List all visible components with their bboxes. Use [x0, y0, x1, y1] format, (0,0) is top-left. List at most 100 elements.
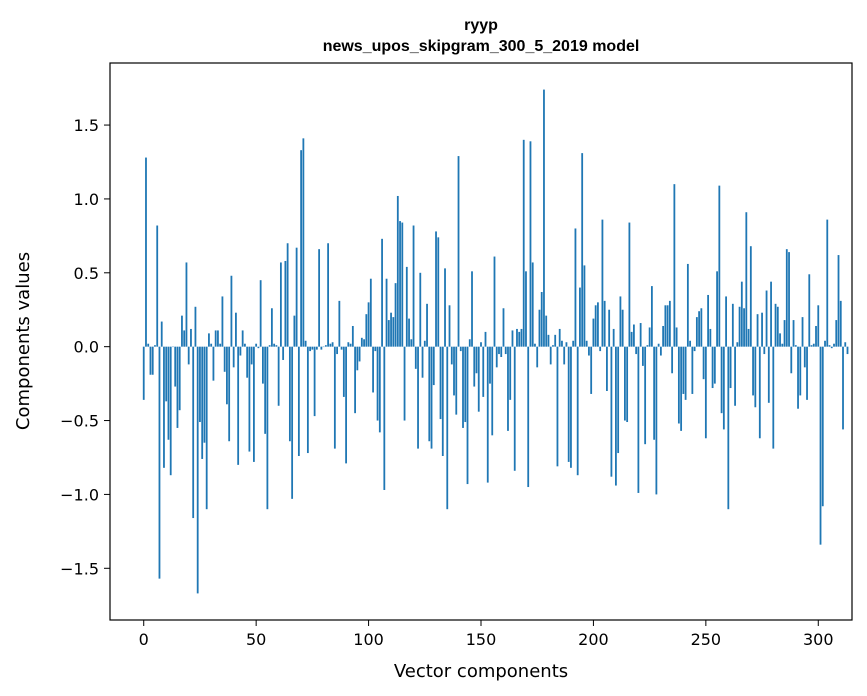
bar-42 [237, 346, 240, 465]
bar-177 [540, 292, 543, 347]
bar-119 [410, 339, 413, 347]
bar-127 [428, 346, 431, 442]
bar-109 [387, 320, 390, 347]
bar-36 [223, 346, 226, 372]
bar-289 [792, 320, 795, 347]
bar-232 [664, 305, 667, 347]
bar-236 [673, 184, 676, 347]
bar-122 [417, 346, 419, 449]
bar-58 [273, 343, 276, 347]
bar-182 [552, 345, 554, 347]
bar-290 [794, 345, 797, 347]
bar-235 [671, 346, 674, 374]
bar-54 [264, 346, 267, 434]
bar-153 [486, 346, 489, 483]
bar-186 [561, 340, 563, 347]
bar-113 [396, 195, 399, 347]
bar-107 [383, 346, 386, 490]
bar-301 [819, 346, 822, 545]
bar-211 [617, 346, 620, 454]
bar-57 [270, 308, 273, 347]
bar-263 [734, 346, 736, 406]
bar-287 [788, 252, 790, 347]
bar-22 [192, 346, 195, 519]
bar-21 [190, 328, 192, 347]
bar-72 [304, 340, 307, 347]
bar-33 [217, 330, 219, 347]
bar-123 [419, 272, 422, 347]
bar-227 [653, 346, 656, 440]
bar-90 [345, 346, 347, 464]
bar-65 [288, 346, 291, 442]
bar-295 [806, 346, 808, 400]
bar-310 [839, 300, 842, 347]
bar-223 [644, 346, 647, 445]
bar-309 [837, 255, 840, 347]
bar-197 [585, 340, 588, 347]
bar-24 [196, 346, 199, 594]
bar-2 [147, 343, 150, 347]
bar-199 [590, 346, 593, 394]
bar-222 [641, 346, 644, 366]
bar-230 [659, 346, 662, 356]
bar-146 [471, 271, 473, 347]
bar-85 [333, 346, 336, 449]
bar-97 [360, 337, 363, 347]
bar-0 [142, 346, 145, 400]
bar-40 [232, 346, 235, 368]
bar-274 [758, 346, 761, 439]
bar-56 [268, 345, 271, 347]
bar-292 [799, 346, 802, 396]
bar-247 [698, 311, 700, 347]
x-tick-label: 250 [691, 630, 722, 649]
bar-141 [459, 346, 462, 352]
bar-174 [534, 343, 536, 347]
bar-59 [275, 345, 278, 347]
bar-265 [738, 306, 741, 347]
bar-69 [297, 346, 300, 456]
bar-132 [439, 346, 442, 420]
plot-frame [109, 62, 853, 621]
bar-172 [529, 141, 532, 347]
bar-302 [821, 346, 824, 507]
bar-276 [763, 346, 766, 355]
bar-34 [219, 343, 222, 347]
bar-313 [846, 346, 849, 355]
bar-282 [776, 306, 779, 347]
bar-51 [257, 346, 260, 349]
bar-304 [826, 219, 829, 347]
bar-226 [650, 286, 653, 347]
bar-221 [639, 323, 642, 347]
bar-18 [183, 330, 186, 347]
bar-229 [657, 343, 660, 347]
bar-142 [462, 346, 464, 428]
bar-149 [477, 346, 480, 412]
x-tick-label: 100 [353, 630, 384, 649]
bar-8 [160, 321, 163, 347]
bar-112 [394, 283, 397, 347]
bar-270 [749, 246, 752, 347]
bar-253 [711, 346, 714, 389]
bar-5 [154, 345, 156, 347]
bar-170 [525, 271, 527, 347]
bar-180 [547, 334, 550, 347]
bar-210 [615, 346, 617, 486]
bar-262 [731, 303, 734, 347]
bar-91 [347, 342, 350, 347]
bar-273 [756, 314, 759, 347]
y-tick-label: −0.5 [60, 412, 99, 431]
bar-251 [707, 294, 709, 347]
bar-277 [765, 290, 768, 347]
bar-246 [695, 317, 698, 347]
bar-291 [797, 346, 799, 409]
bar-32 [214, 330, 217, 347]
bar-205 [603, 300, 606, 347]
bar-162 [507, 346, 509, 431]
bar-175 [536, 346, 539, 368]
bar-258 [722, 346, 725, 430]
x-tick-label: 200 [578, 630, 609, 649]
bar-286 [785, 249, 788, 347]
bar-39 [230, 275, 233, 347]
bar-62 [282, 346, 285, 360]
bar-6 [156, 225, 159, 347]
